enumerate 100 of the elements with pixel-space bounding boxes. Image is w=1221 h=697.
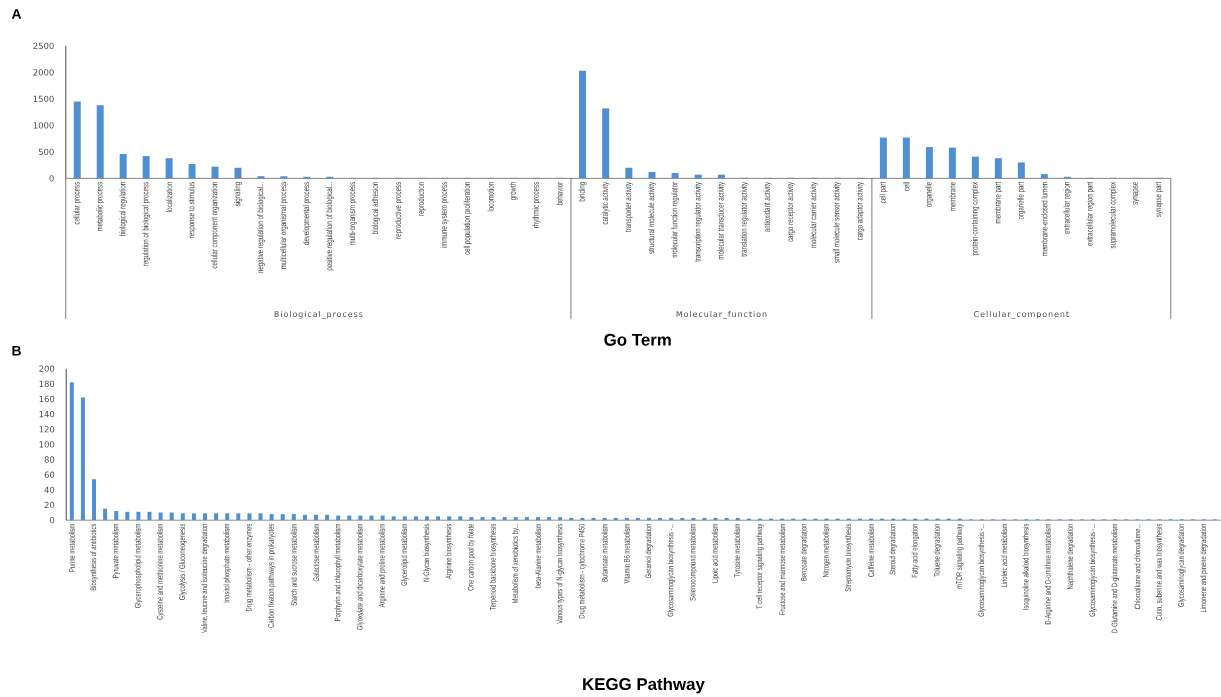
bar <box>211 166 219 179</box>
bar <box>247 513 252 520</box>
bar <box>269 513 274 520</box>
x-tick-label: Glycosaminoglycan biosynthesis -... <box>1089 523 1097 617</box>
x-tick-label: One carbon pool by folate <box>467 523 476 591</box>
x-tick-label: Glycolysis / Gluconeogenesis <box>179 523 187 600</box>
y-tick-label: 180 <box>39 380 55 387</box>
bar <box>625 167 633 179</box>
x-tick-label: multi-organism process <box>348 181 357 245</box>
x-tick-label: transcription regulator activity <box>694 181 703 262</box>
x-tick-label: transporter activity <box>624 181 633 232</box>
x-tick-label: Arginine and proline metabolism <box>378 523 387 608</box>
x-tick-label: biological regulation <box>119 182 128 236</box>
bar <box>391 516 396 520</box>
bar <box>165 157 173 179</box>
x-tick-label: antioxidant activity <box>763 181 772 232</box>
bar <box>458 516 463 520</box>
x-tick-label: reproductive process <box>394 181 403 239</box>
bar <box>469 516 474 520</box>
x-tick-label: biological adhesion <box>371 182 380 234</box>
x-tick-label: molecular carrier activity <box>810 181 818 248</box>
x-tick-label: Benzoate degradation <box>800 523 809 581</box>
bar <box>103 508 108 520</box>
x-tick-label: binding <box>578 182 587 202</box>
x-tick-label: signaling <box>234 182 242 206</box>
x-tick-label: Cutin, suberine and wax biosynthesis <box>1155 523 1164 620</box>
x-tick-label: Butanoate metabolism <box>601 523 608 582</box>
text: A <box>11 8 22 19</box>
x-tick-label: cell part <box>879 181 888 203</box>
bar <box>180 513 185 520</box>
x-tick-label: Arginine biosynthesis <box>445 523 453 579</box>
x-tick-label: membrane-enclosed lumen <box>1041 182 1048 256</box>
bar <box>648 171 656 179</box>
y-tick-label: 1000 <box>33 121 54 129</box>
y-tick-label: 0 <box>49 516 55 524</box>
x-tick-label: cargo adaptor activity <box>856 181 865 240</box>
bar <box>188 163 196 179</box>
bar <box>925 146 933 179</box>
bar <box>513 516 518 520</box>
x-tick-label: catalytic activity <box>601 181 610 225</box>
x-tick-label: Toluene degradation <box>933 523 942 577</box>
x-tick-label: cellular component organization <box>211 182 220 269</box>
bar <box>257 176 265 179</box>
x-tick-label: negative regulation of biological... <box>256 182 265 273</box>
x-tick-label: Linoleic acid metabolism <box>1001 523 1008 587</box>
bar <box>147 511 152 520</box>
x-tick-label: Purine metabolism <box>68 523 75 572</box>
y-tick-label: 200 <box>39 365 55 372</box>
x-tick-label: Starch and sucrose metabolism <box>290 523 297 606</box>
bar <box>436 516 441 520</box>
x-tick-label: Pyruvate metabolism <box>112 523 121 578</box>
bar <box>214 513 219 520</box>
y-tick-label: 20 <box>44 501 55 508</box>
x-tick-label: Selenocompound metabolism <box>689 523 698 601</box>
x-tick-label: Biosynthesis of antibiotics <box>90 523 98 591</box>
x-tick-label: Tyrosine metabolism <box>733 523 742 578</box>
x-tick-label: synapse part <box>1155 181 1163 217</box>
x-tick-label: extracellular region part <box>1086 181 1095 246</box>
x-tick-label: Terpenoid backbone biosynthesis <box>489 523 498 610</box>
x-tick-label: D-Arginine and D-ornithine metabolism <box>1044 523 1053 624</box>
y-tick-label: 60 <box>44 471 55 478</box>
bar <box>536 516 540 520</box>
bar <box>69 382 74 520</box>
x-tick-label: regulation of biological process <box>142 181 151 266</box>
y-tick-label: 1500 <box>33 95 54 102</box>
text: Go Term <box>604 333 671 346</box>
x-tick-label: beta-Alanine metabolism <box>535 523 541 588</box>
x-tick-label: D-Glutamine and D-glutamate metabolism <box>1111 523 1119 633</box>
x-tick-label: Glycosaminoglycan biosynthesis -... <box>667 523 675 617</box>
x-tick-label: mTOR signaling pathway <box>955 523 964 589</box>
x-tick-label: protein-containing complex <box>971 181 980 255</box>
text: B <box>12 345 21 356</box>
x-tick-label: molecular function regulator <box>671 181 680 258</box>
bar <box>169 512 174 520</box>
x-tick-label: rhythmic process <box>532 181 541 228</box>
x-tick-label: reproduction <box>417 182 426 216</box>
x-tick-label: cargo receptor activity <box>786 181 795 242</box>
bar <box>314 514 318 520</box>
bar <box>291 513 296 520</box>
bar <box>971 156 979 179</box>
x-tick-label: N-Glycan biosynthesis <box>423 523 431 582</box>
x-tick-label: Metabolism of xenobiotics by... <box>512 523 520 603</box>
x-tick-label: Steroid degradation <box>889 523 897 575</box>
x-tick-label: Fructose and mannose metabolism <box>779 523 786 615</box>
bar <box>948 147 956 179</box>
x-tick-label: developmental process <box>302 181 311 245</box>
x-tick-label: Glyoxylate and dicarboxylate metabolism <box>356 523 365 630</box>
bar <box>96 104 104 179</box>
x-tick-label: Valine, leucine and isoleucine degradation <box>201 523 209 633</box>
x-tick-label: cell <box>903 182 910 191</box>
x-tick-label: immune system process <box>440 181 449 248</box>
x-tick-label: positive regulation of biological... <box>325 182 334 271</box>
x-tick-label: Glycerophospholipid metabolism <box>134 523 143 608</box>
bar <box>158 512 163 520</box>
bar <box>994 157 1002 179</box>
x-tick-label: Lipoic acid metabolism <box>711 523 720 583</box>
x-tick-label: Fatty acid elongation <box>911 523 920 578</box>
x-tick-label: Naphthalene degradation <box>1066 523 1075 589</box>
x-tick-label: Vitamin B6 metabolism <box>623 523 630 584</box>
bar <box>425 516 429 520</box>
